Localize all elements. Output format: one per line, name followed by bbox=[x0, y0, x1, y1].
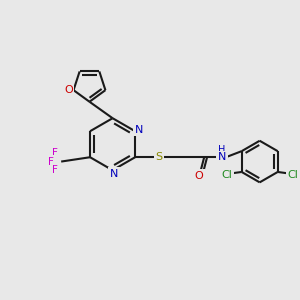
Text: O: O bbox=[64, 85, 73, 95]
Text: F: F bbox=[47, 157, 53, 166]
Text: N: N bbox=[110, 169, 118, 179]
Text: Cl: Cl bbox=[221, 170, 232, 180]
Text: Cl: Cl bbox=[287, 170, 298, 180]
Text: H: H bbox=[218, 145, 226, 155]
Text: F: F bbox=[52, 148, 58, 158]
Text: O: O bbox=[195, 171, 203, 181]
Text: F: F bbox=[52, 165, 58, 175]
Text: N: N bbox=[218, 152, 226, 162]
Text: S: S bbox=[155, 152, 162, 162]
Text: N: N bbox=[134, 125, 143, 135]
